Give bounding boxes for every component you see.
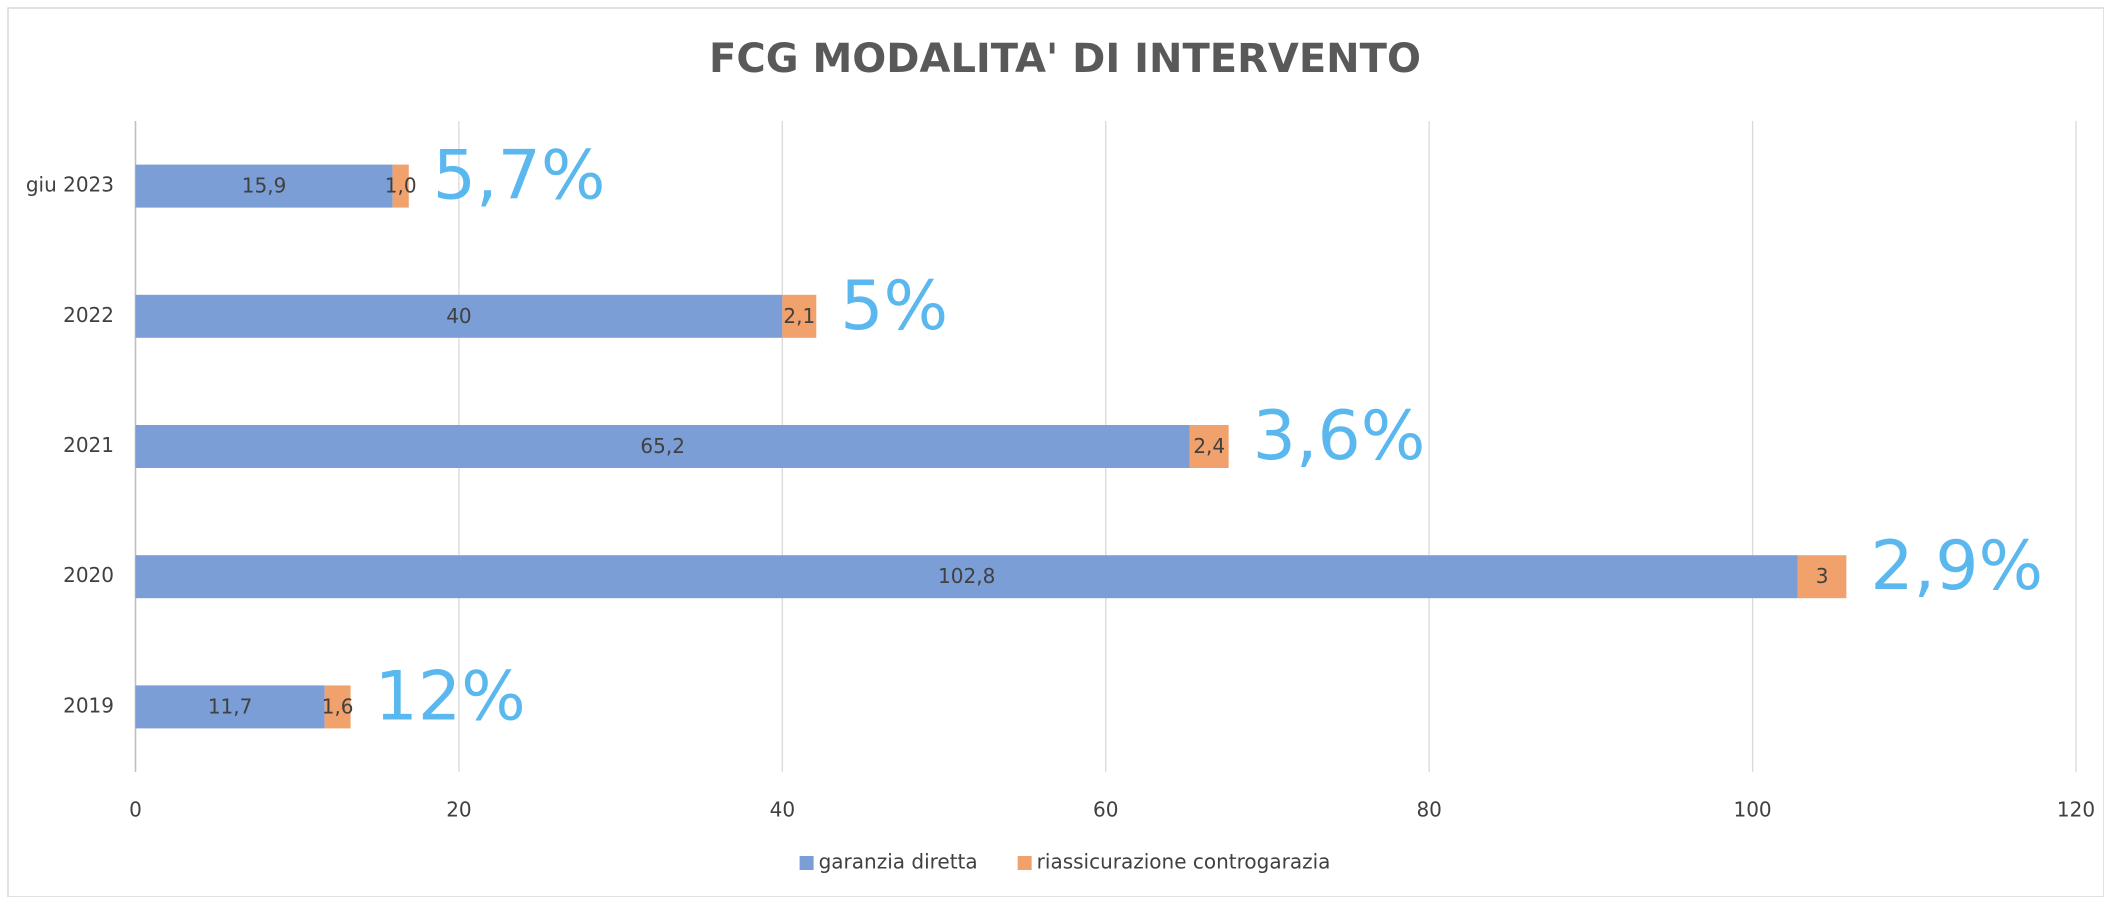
y-tick-label: 2020 <box>63 563 114 587</box>
legend: garanzia diretta riassicurazione controga… <box>799 850 1331 874</box>
bar-segment <box>135 685 325 729</box>
data-label: 1,0 <box>385 174 417 198</box>
legend-swatch <box>799 856 814 870</box>
x-tick-label: 0 <box>129 798 142 822</box>
x-tick-label: 20 <box>446 798 471 822</box>
x-tick-label: 60 <box>1093 798 1118 822</box>
annotation: 12% <box>375 657 526 736</box>
legend-swatch <box>1017 856 1032 870</box>
data-label: 102,8 <box>938 564 995 588</box>
bar-segment <box>392 164 409 208</box>
annotation: 2,9% <box>1870 527 2043 606</box>
bar-segment <box>1797 555 1847 599</box>
annotation: 3,6% <box>1253 397 1426 476</box>
x-tick-label: 100 <box>1733 798 1771 822</box>
bar-segment <box>135 425 1190 468</box>
bar-segment <box>135 555 1798 599</box>
y-tick-label: giu 2023 <box>26 173 114 197</box>
data-label: 2,4 <box>1193 434 1225 458</box>
legend-label: garanzia diretta <box>819 850 978 874</box>
x-tick-label: 120 <box>2057 798 2095 822</box>
bar-segment <box>135 164 393 208</box>
x-tick-label: 80 <box>1416 798 1441 822</box>
data-label: 65,2 <box>640 434 685 458</box>
data-label: 15,9 <box>242 174 287 198</box>
bar-segment <box>782 294 817 338</box>
y-tick-label: 2022 <box>63 303 114 327</box>
data-label: 3 <box>1816 564 1829 588</box>
data-label: 1,6 <box>322 694 354 718</box>
x-tick-label: 40 <box>770 798 795 822</box>
bar-segment <box>135 294 783 338</box>
annotation: 5,7% <box>433 137 606 216</box>
data-label: 11,7 <box>208 694 253 718</box>
data-label: 2,1 <box>783 304 815 328</box>
bar-segment <box>1189 425 1229 468</box>
annotation: 5% <box>840 267 948 346</box>
data-label: 40 <box>446 304 471 328</box>
y-tick-label: 2019 <box>63 693 114 717</box>
legend-label: riassicurazione controgarazia <box>1037 850 1331 874</box>
chart-title: FCG MODALITA' DI INTERVENTO <box>709 36 1421 82</box>
bar-segment <box>324 685 351 729</box>
y-tick-label: 2021 <box>63 433 114 457</box>
